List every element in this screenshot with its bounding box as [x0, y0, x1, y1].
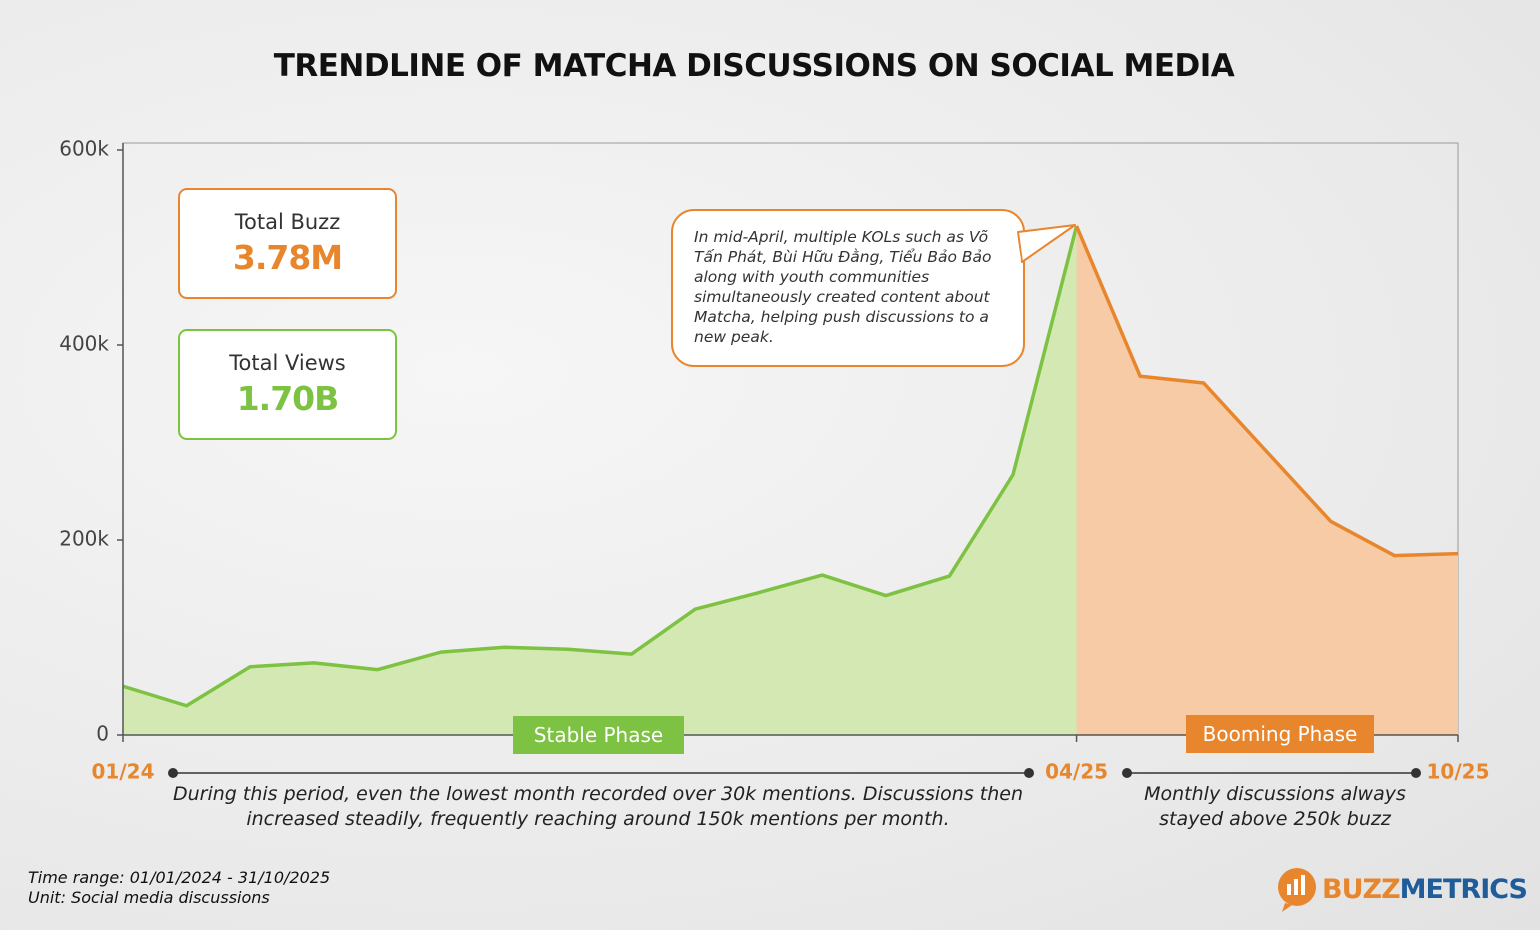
- phase-label: Booming Phase: [1186, 715, 1374, 753]
- phase-label: Stable Phase: [513, 716, 684, 754]
- line: [1074, 225, 1459, 558]
- logo-text: BUZZ: [1322, 874, 1401, 905]
- chart-title: TRENDLINE OF MATCHA DISCUSSIONS ON SOCIA…: [273, 48, 1235, 84]
- callout-joint: [1013, 233, 1021, 261]
- kpi-value: 1.70B: [236, 379, 340, 418]
- y-tick-label: 400k: [59, 332, 109, 356]
- axes: 0 200k 400k 600k 01/24 04/25 10/25: [59, 137, 1489, 784]
- logo-icon: [1278, 868, 1316, 912]
- footnote: Time range: 01/01/2024 - 31/10/2025: [28, 868, 331, 887]
- kpi-card: Total Views 1.70B: [178, 329, 397, 440]
- timeline-dot: [1411, 768, 1421, 778]
- kpi-label: Total Buzz: [234, 210, 341, 234]
- area: [123, 226, 1077, 736]
- x-tick-label: 04/25: [1045, 760, 1108, 784]
- y-tick-label: 600k: [59, 137, 109, 161]
- area: [1076, 226, 1458, 736]
- kpi-card: Total Buzz 3.78M: [178, 188, 397, 299]
- timeline-dot: [168, 768, 178, 778]
- line: [122, 225, 1079, 708]
- timeline-dot: [1122, 768, 1132, 778]
- y-tick-label: 200k: [59, 527, 109, 551]
- footnote: Unit: Social media discussions: [28, 888, 270, 907]
- plot: [122, 225, 1459, 736]
- timeline-dot: [1024, 768, 1034, 778]
- phase-note: During this period, even the lowest mont…: [172, 783, 1024, 830]
- logo: BUZZMETRICS: [1322, 874, 1528, 905]
- callout-pointer: [1017, 224, 1076, 263]
- annotation: In mid-April, multiple KOLs such as Võ T…: [694, 228, 992, 346]
- y-tick-label: 0: [96, 722, 109, 746]
- x-tick-label: 10/25: [1427, 760, 1490, 784]
- callout-box: [671, 209, 1025, 367]
- x-tick-label: 01/24: [92, 760, 155, 784]
- logo-text: METRICS: [1399, 874, 1528, 905]
- phase-note: Monthly discussions always stayed above …: [1144, 783, 1406, 830]
- kpi-label: Total Views: [229, 351, 346, 375]
- kpi-value: 3.78M: [232, 238, 343, 277]
